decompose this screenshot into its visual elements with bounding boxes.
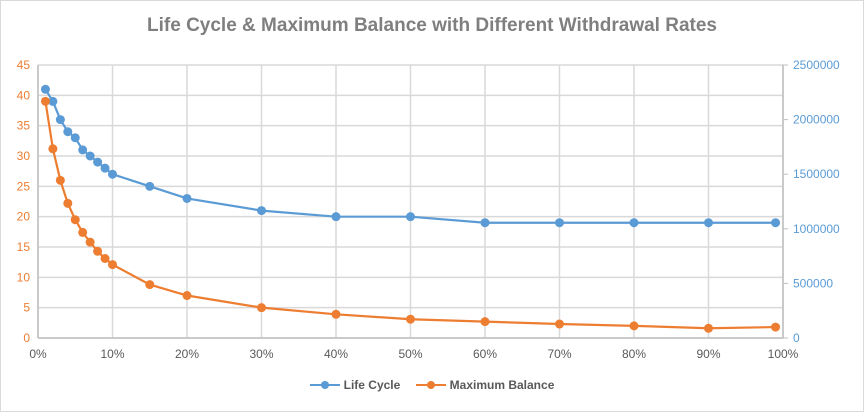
data-point-life-cycle <box>48 96 58 106</box>
legend: Life Cycle Maximum Balance <box>1 378 863 393</box>
x-tick-label: 90% <box>696 347 720 361</box>
y-right-tick-label: 1000000 <box>793 222 840 236</box>
data-point-maximum-balance <box>182 291 192 301</box>
data-point-maximum-balance <box>108 260 117 270</box>
chart-title: Life Cycle & Maximum Balance with Differ… <box>147 15 717 36</box>
legend-marker-life-cycle <box>309 381 340 389</box>
data-point-life-cycle <box>771 218 781 228</box>
y-left-tick-label: 35 <box>17 119 31 133</box>
data-point-life-cycle <box>78 145 88 155</box>
data-point-maximum-balance <box>771 322 781 332</box>
data-point-maximum-balance <box>100 254 110 264</box>
data-point-maximum-balance <box>257 303 266 313</box>
legend-marker-maximum-balance <box>415 381 446 389</box>
data-point-life-cycle <box>100 163 110 173</box>
y-left-tick-label: 30 <box>17 149 31 163</box>
data-point-life-cycle <box>629 218 639 228</box>
data-point-life-cycle <box>331 212 341 222</box>
data-point-maximum-balance <box>93 246 103 256</box>
data-point-life-cycle <box>55 115 65 125</box>
x-tick-label: 20% <box>175 347 199 361</box>
x-tick-label: 100% <box>768 347 799 361</box>
data-point-maximum-balance <box>70 215 80 225</box>
data-point-life-cycle <box>85 151 95 161</box>
data-point-maximum-balance <box>85 237 95 247</box>
legend-item-life-cycle: Life Cycle <box>309 378 401 392</box>
x-tick-label: 60% <box>473 347 497 361</box>
x-tick-label: 40% <box>324 347 348 361</box>
x-tick-label: 10% <box>100 347 124 361</box>
y-left-tick-label: 45 <box>17 58 31 72</box>
y-left-tick-label: 15 <box>17 240 31 254</box>
data-point-life-cycle <box>93 157 103 167</box>
y-right-tick-label: 2500000 <box>793 58 840 72</box>
y-left-tick-label: 40 <box>17 88 31 102</box>
data-point-maximum-balance <box>704 323 713 333</box>
data-point-life-cycle <box>70 133 80 143</box>
legend-label-life-cycle: Life Cycle <box>343 378 401 392</box>
x-tick-label: 0% <box>29 347 47 361</box>
data-point-maximum-balance <box>406 314 415 324</box>
legend-item-maximum-balance: Maximum Balance <box>415 378 555 392</box>
data-point-maximum-balance <box>48 144 58 154</box>
y-right-tick-label: 2000000 <box>793 113 840 127</box>
x-tick-label: 80% <box>622 347 646 361</box>
data-point-life-cycle <box>40 84 50 94</box>
data-point-maximum-balance <box>145 280 155 290</box>
y-left-tick-label: 25 <box>17 179 31 193</box>
data-point-life-cycle <box>257 206 266 216</box>
data-point-maximum-balance <box>63 198 73 208</box>
data-point-life-cycle <box>406 212 415 222</box>
data-point-life-cycle <box>480 218 490 228</box>
y-right-tick-label: 1500000 <box>793 167 840 181</box>
data-point-maximum-balance <box>331 309 341 319</box>
data-point-maximum-balance <box>40 96 50 106</box>
y-left-tick-label: 5 <box>23 301 30 315</box>
data-point-maximum-balance <box>629 321 639 331</box>
data-point-life-cycle <box>555 218 564 228</box>
y-right-tick-label: 0 <box>793 331 800 345</box>
data-point-maximum-balance <box>480 317 490 327</box>
x-tick-label: 30% <box>249 347 273 361</box>
y-left-tick-label: 10 <box>17 270 31 284</box>
y-left-tick-label: 20 <box>17 210 31 224</box>
data-point-life-cycle <box>145 181 155 191</box>
data-point-life-cycle <box>704 218 713 228</box>
x-tick-label: 50% <box>398 347 422 361</box>
data-point-maximum-balance <box>55 175 65 185</box>
data-point-life-cycle <box>182 193 192 203</box>
data-point-maximum-balance <box>555 319 564 329</box>
x-tick-label: 70% <box>547 347 571 361</box>
y-right-tick-label: 500000 <box>793 276 833 290</box>
y-left-tick-label: 0 <box>23 331 30 345</box>
data-point-life-cycle <box>108 169 117 179</box>
legend-label-maximum-balance: Maximum Balance <box>449 378 555 392</box>
data-point-maximum-balance <box>78 227 88 237</box>
data-point-life-cycle <box>63 127 73 137</box>
